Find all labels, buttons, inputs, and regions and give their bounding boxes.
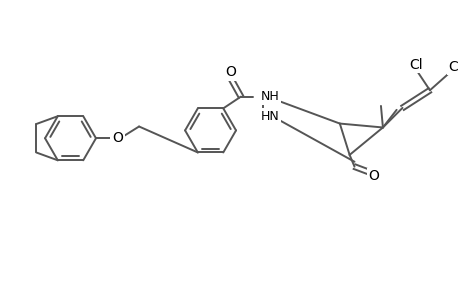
Text: O: O (368, 169, 379, 183)
Text: HN: HN (260, 110, 279, 123)
Text: O: O (112, 131, 123, 145)
Text: NH: NH (260, 90, 279, 103)
Text: Cl: Cl (448, 60, 459, 74)
Text: O: O (225, 65, 236, 79)
Text: Cl: Cl (409, 58, 422, 72)
